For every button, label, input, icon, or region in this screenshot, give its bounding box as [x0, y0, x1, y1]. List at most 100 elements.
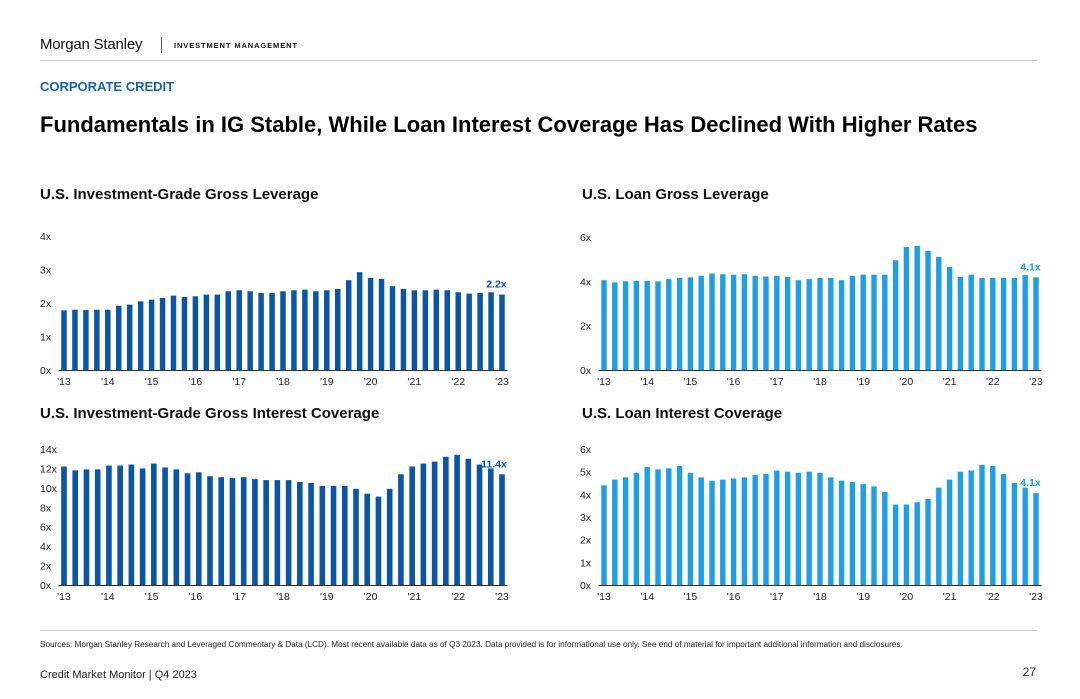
last-value-label: 4.1x [1020, 477, 1041, 489]
bar [324, 290, 330, 370]
bar [465, 458, 472, 585]
x-tick-label: '18 [276, 376, 290, 388]
x-tick-label: '14 [640, 376, 654, 388]
bar [297, 482, 303, 585]
bar [126, 304, 133, 370]
x-tick-label: '16 [189, 376, 203, 388]
bar [687, 277, 694, 370]
chart-title-ig-coverage: U.S. Investment-Grade Gross Interest Cov… [40, 405, 380, 422]
y-tick-label: 2x [580, 535, 592, 547]
bar [817, 472, 823, 585]
bar [207, 476, 213, 585]
bar [936, 256, 942, 370]
bar [1022, 275, 1028, 370]
bar [741, 274, 748, 370]
bar [968, 470, 974, 585]
bar [170, 295, 177, 370]
bar [72, 470, 79, 585]
x-tick-label: '14 [640, 591, 654, 603]
bar [622, 477, 629, 585]
y-tick-label: 6x [40, 522, 52, 534]
bar [622, 281, 629, 370]
bar [838, 280, 845, 370]
x-tick-label: '14 [101, 376, 115, 388]
y-tick-label: 8x [40, 502, 52, 514]
bar [666, 279, 672, 370]
x-tick-label: '22 [451, 591, 465, 603]
bar [1000, 278, 1007, 370]
x-tick-label: '21 [408, 376, 422, 388]
bar [774, 275, 780, 370]
publication-name: Credit Market Monitor | Q4 2023 [40, 669, 197, 681]
bar [806, 279, 812, 370]
bar [860, 484, 866, 585]
bar [968, 274, 974, 370]
bar [61, 466, 67, 585]
bar [499, 474, 505, 585]
bar [774, 470, 780, 585]
x-tick-label: '20 [900, 376, 914, 388]
bar [1011, 278, 1018, 370]
bar [990, 278, 996, 370]
bar [181, 296, 188, 370]
x-tick-label: '15 [684, 376, 698, 388]
y-tick-label: 0x [580, 580, 592, 592]
bar [730, 274, 737, 370]
bar [203, 294, 210, 370]
bar [903, 504, 910, 585]
y-tick-label: 1x [580, 557, 592, 569]
x-tick-label: '19 [856, 376, 870, 388]
bar [871, 486, 877, 585]
bar [892, 260, 899, 370]
bar [687, 472, 694, 585]
bar [476, 464, 483, 585]
bar [364, 493, 371, 585]
bar [398, 474, 404, 585]
x-tick-label: '21 [943, 376, 957, 388]
bar [454, 454, 460, 585]
bar [313, 291, 319, 370]
bar [345, 280, 352, 370]
bar [280, 291, 286, 370]
x-tick-label: '23 [495, 376, 509, 388]
x-tick-label: '21 [408, 591, 422, 603]
bar [308, 483, 314, 585]
bar [828, 278, 834, 370]
bar [936, 487, 942, 585]
bar [763, 276, 769, 370]
bar [269, 292, 275, 370]
bar [477, 292, 483, 370]
bar [411, 290, 418, 370]
bar [128, 464, 135, 585]
bar [162, 467, 168, 585]
footer-rule [40, 630, 1037, 631]
y-tick-label: 12x [40, 463, 58, 475]
bar [137, 301, 144, 370]
x-tick-label: '22 [986, 376, 1000, 388]
y-tick-label: 6x [580, 232, 592, 244]
bar [240, 477, 247, 585]
bar [752, 275, 758, 370]
bar [720, 479, 726, 585]
bar [443, 456, 449, 585]
x-tick-label: '17 [232, 591, 246, 603]
bar [828, 477, 834, 585]
x-tick-label: '20 [364, 591, 378, 603]
last-value-label: 11.4x [481, 458, 507, 470]
bar [444, 290, 450, 370]
logo-divider [161, 37, 162, 53]
bar [860, 274, 866, 370]
bar [957, 471, 964, 585]
x-tick-label: '17 [232, 376, 246, 388]
bar [285, 480, 292, 585]
bar [184, 473, 191, 585]
bar [422, 290, 429, 370]
bar [1011, 483, 1018, 585]
bar [72, 309, 78, 370]
x-tick-label: '19 [856, 591, 870, 603]
y-tick-label: 10x [40, 483, 58, 495]
bar [914, 502, 920, 585]
bar [676, 466, 683, 585]
bar [274, 480, 281, 585]
bar [455, 292, 461, 370]
